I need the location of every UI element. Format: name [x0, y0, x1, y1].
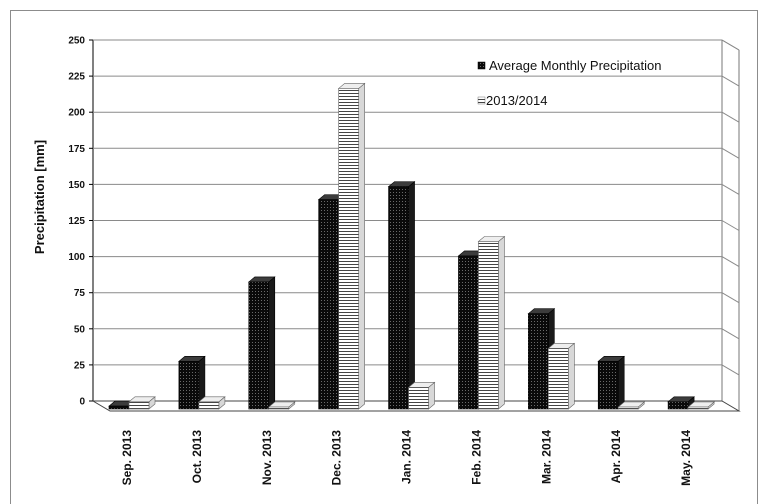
legend-swatch-average: [477, 61, 486, 70]
gridlines: [93, 39, 740, 376]
chart-walls: [91, 39, 741, 412]
bar-front: [408, 387, 429, 410]
bar-side: [408, 180, 415, 410]
x-tick-label-apr-2014: Apr. 2014: [609, 430, 623, 484]
y-tick-label-25: 25: [74, 360, 86, 371]
bar-front: [198, 401, 220, 410]
bar-front: [338, 88, 359, 410]
bar-average-monthly-precipitation-apr-2014: [597, 355, 626, 410]
bar-front: [617, 406, 639, 410]
legend-swatch-2013-2014: [477, 96, 486, 105]
x-tick-label-dec-2013: Dec. 2013: [330, 430, 344, 486]
side-gridline-100: [721, 256, 740, 268]
bar-side: [358, 82, 365, 410]
x-tick-label-oct-2013: Oct. 2013: [190, 430, 204, 484]
bar-front: [128, 401, 150, 410]
x-tick-label-feb-2014: Feb. 2014: [469, 430, 483, 485]
bar-front: [458, 255, 479, 410]
bar-side: [498, 235, 505, 410]
bar-front: [597, 361, 619, 410]
x-tick-label-sep-2013: Sep. 2013: [120, 430, 134, 486]
bar-2013-2014-mar-2014: [547, 342, 576, 410]
x-tick-label-may-2014: May. 2014: [679, 430, 693, 486]
y-tick-label-0: 0: [79, 397, 85, 408]
legend: Average Monthly Precipitation 2013/2014: [477, 58, 661, 108]
bar-side: [268, 276, 276, 410]
x-tick-label-jan-2014: Jan. 2014: [400, 430, 414, 484]
legend-label-average: Average Monthly Precipitation: [489, 58, 661, 73]
y-tick-label-175: 175: [68, 144, 85, 155]
bar-front: [318, 199, 339, 410]
side-gridline-250: [721, 39, 740, 51]
side-gridline-150: [721, 183, 740, 195]
y-tick-label-50: 50: [74, 324, 86, 335]
bar-side: [617, 355, 625, 410]
y-tick-label-250: 250: [68, 36, 85, 47]
bar-front: [268, 406, 290, 410]
y-tick-label-75: 75: [74, 288, 86, 299]
bars: [108, 82, 715, 410]
bar-2013-2014-jan-2014: [407, 381, 436, 410]
bar-2013-2014-nov-2013: [267, 401, 296, 410]
x-tick-label-nov-2013: Nov. 2013: [260, 430, 274, 485]
bar-average-monthly-precipitation-nov-2013: [247, 276, 276, 410]
side-gridline-75: [721, 292, 740, 304]
legend-label-2013-2014: 2013/2014: [486, 93, 547, 108]
x-axis-labels: Sep. 2013 Oct. 2013 Nov. 2013 Dec. 2013 Jan.…: [120, 430, 693, 486]
bar-2013-2014-apr-2014: [617, 401, 646, 410]
y-tick-label-125: 125: [68, 216, 85, 227]
chart-floor: [91, 400, 741, 412]
chart-frame: [10, 10, 758, 504]
bar-front: [388, 186, 409, 410]
bar-front: [548, 348, 569, 410]
side-gridline-125: [721, 220, 740, 231]
bar-average-monthly-precipitation-jan-2014: [387, 180, 416, 410]
y-tick-label-100: 100: [68, 252, 85, 263]
bar-front: [528, 313, 549, 410]
y-axis-ticks: 0 25 50 75 100 125 150 175 200 225 250: [68, 36, 93, 408]
bar-2013-2014-feb-2014: [477, 235, 506, 410]
bar-front: [667, 401, 689, 410]
side-gridline-175: [721, 147, 740, 159]
y-tick-label-200: 200: [68, 108, 85, 119]
bar-2013-2014-sep-2013: [128, 396, 156, 410]
y-tick-label-150: 150: [68, 180, 85, 191]
side-gridline-225: [721, 75, 740, 87]
y-tick-label-225: 225: [68, 72, 85, 83]
x-tick-label-mar-2014: Mar. 2014: [539, 430, 553, 484]
bar-front: [687, 406, 709, 410]
bar-2013-2014-dec-2013: [337, 82, 366, 410]
y-axis-title: Precipitation [mm]: [32, 140, 47, 254]
bar-side: [568, 342, 575, 410]
bar-front: [248, 281, 270, 410]
side-gridline-50: [721, 328, 740, 340]
bar-front: [178, 361, 200, 410]
bar-2013-2014-oct-2013: [198, 396, 226, 410]
bar-front: [478, 241, 499, 410]
bar-2013-2014-may-2014: [687, 401, 715, 410]
side-gridline-25: [721, 364, 740, 376]
bar-front: [108, 405, 130, 410]
bar-average-monthly-precipitation-oct-2013: [178, 355, 206, 410]
bar-average-monthly-precipitation-mar-2014: [527, 308, 556, 410]
side-gridline-200: [721, 111, 740, 123]
